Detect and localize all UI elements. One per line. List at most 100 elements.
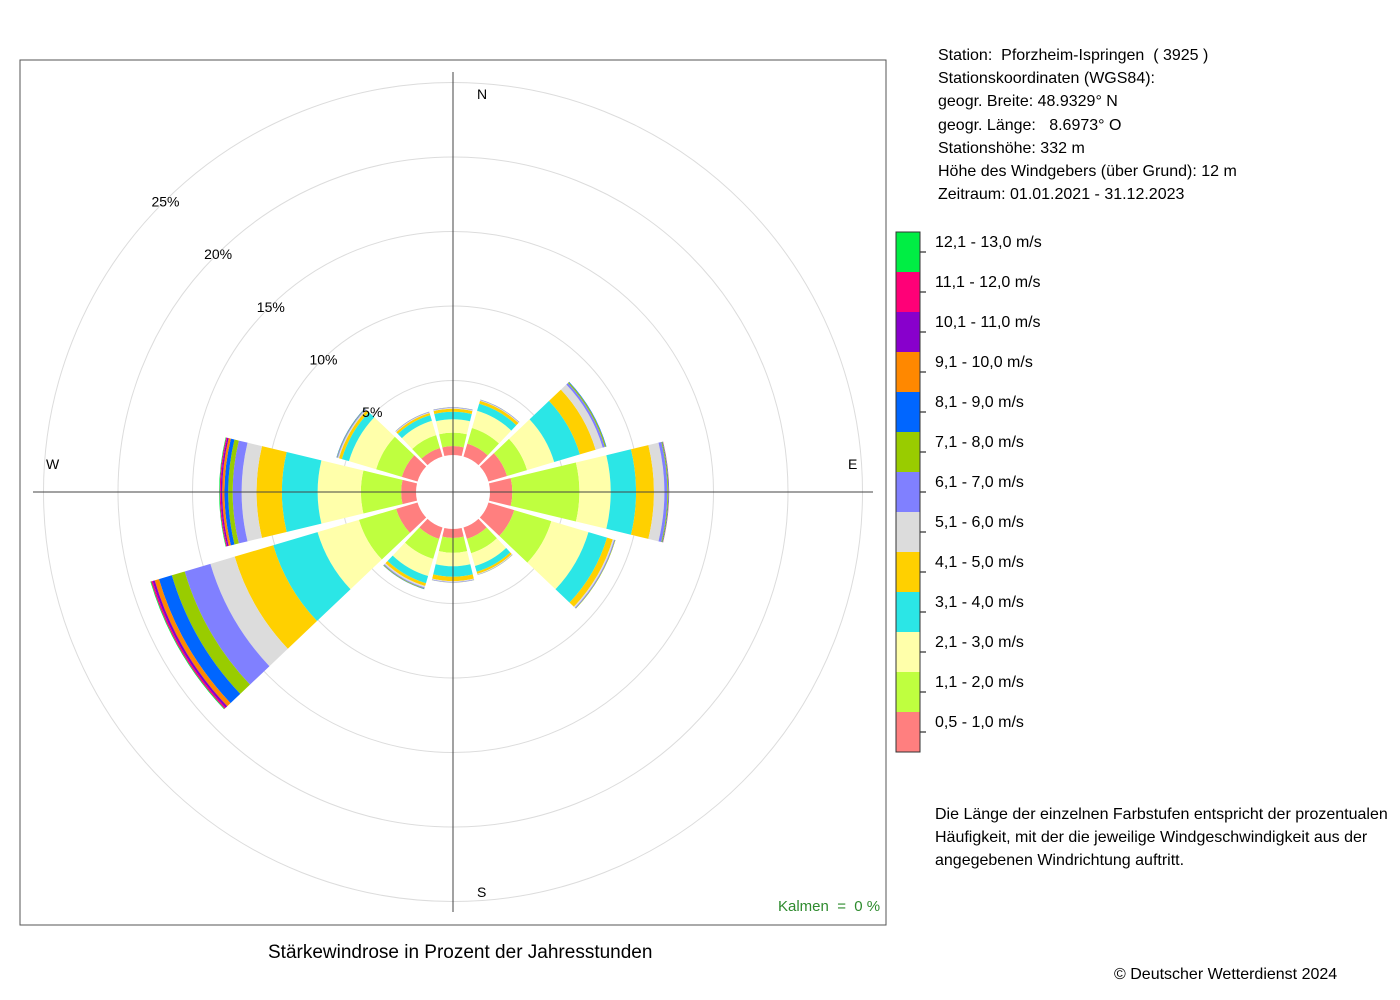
- sector-240-band-2: [317, 519, 382, 590]
- sector-180-band-6: [431, 579, 475, 583]
- ring-label-10: 10%: [309, 351, 337, 367]
- sector-120-band-3: [555, 532, 608, 603]
- explanation-text: Die Länge der einzelnen Farbstufen entsp…: [935, 806, 1388, 869]
- sector-60-band-3: [529, 400, 580, 463]
- compass-label-S: S: [477, 884, 486, 900]
- legend-swatch-0: [896, 712, 920, 752]
- sector-330-band-2: [401, 420, 437, 449]
- sector-240-band-8: [158, 575, 241, 704]
- chart-title: Stärkewindrose in Prozent der Jahresstun…: [268, 942, 653, 963]
- sector-270-band-8: [224, 438, 235, 546]
- legend-swatch-11: [896, 272, 920, 312]
- sector-150-band-2: [471, 538, 507, 567]
- sector-210-band-5: [384, 563, 426, 588]
- sector-60-band-2: [509, 419, 555, 471]
- sector-240-band-6: [184, 563, 270, 685]
- legend-label-0: 0,5 - 1,0 m/s: [935, 714, 1024, 731]
- sector-30-band-0: [463, 443, 488, 466]
- legend-label-6: 6,1 - 7,0 m/s: [935, 474, 1024, 491]
- sector-90-band-7: [661, 441, 669, 543]
- sector-120-band-0: [479, 502, 515, 536]
- sector-90-band-10: [662, 441, 670, 543]
- sector-0-band-7: [433, 407, 473, 410]
- sector-240: [150, 502, 427, 710]
- calm-label: Kalmen = 0 %: [778, 898, 881, 915]
- sector-270-band-11: [219, 437, 228, 547]
- sector-30: [463, 399, 520, 466]
- station-latitude: geogr. Breite: 48.9329° N: [938, 93, 1118, 111]
- legend-swatch-6: [896, 472, 920, 512]
- ring-label-15: 15%: [257, 299, 285, 315]
- time-period: Zeitraum: 01.01.2021 - 31.12.2023: [938, 186, 1185, 204]
- legend-swatch-10: [896, 312, 920, 352]
- station-coordinates-heading: Stationskoordinaten (WGS84):: [938, 70, 1155, 88]
- sector-210-band-2: [392, 542, 434, 577]
- sector-90-band-9: [662, 441, 669, 543]
- legend-swatch-7: [896, 432, 920, 472]
- sector-210-band-4: [385, 560, 426, 587]
- sector-240-band-7: [171, 571, 250, 694]
- plot-area: 5% 10% 15% 20% 25% N E S W: [33, 72, 873, 912]
- sector-210-band-1: [404, 527, 440, 559]
- sector-270-band-7: [228, 439, 239, 545]
- sector-180-band-7: [431, 579, 475, 583]
- sector-120-band-4: [569, 537, 613, 607]
- legend-swatch-3: [896, 592, 920, 632]
- sector-300: [336, 408, 427, 482]
- station-longitude: geogr. Länge: 8.6973° O: [938, 116, 1122, 134]
- sector-180-band-5: [431, 578, 475, 583]
- sector-30-band-1: [467, 427, 499, 456]
- legend-colorbar: [895, 231, 926, 753]
- sector-120: [479, 502, 616, 609]
- compass-label-N: N: [477, 86, 487, 102]
- sector-240-band-9: [154, 579, 231, 707]
- sector-330: [395, 411, 443, 466]
- sector-330-band-4: [396, 412, 431, 434]
- sector-300-band-1: [376, 436, 415, 477]
- station-altitude: Stationshöhe: 332 m: [938, 139, 1085, 157]
- sector-150-band-3: [474, 548, 511, 572]
- legend-label-10: 10,1 - 11,0 m/s: [935, 314, 1041, 331]
- sector-240-band-5: [210, 556, 288, 667]
- sector-330-band-0: [421, 447, 443, 466]
- legend-swatch-9: [896, 352, 920, 392]
- ring-label-25: 25%: [151, 193, 179, 209]
- sector-300-band-3: [341, 412, 375, 462]
- sector-30-band-4: [479, 400, 519, 426]
- ring-label-20: 20%: [204, 246, 232, 262]
- ring-label-5: 5%: [362, 404, 382, 420]
- sector-60-band-4: [549, 389, 596, 455]
- sector-270-band-9: [222, 438, 231, 546]
- sector-210: [383, 518, 443, 590]
- sector-60: [479, 381, 607, 482]
- sector-240-band-1: [358, 508, 410, 560]
- sector-300-band-2: [348, 417, 395, 470]
- plot-frame: [19, 59, 887, 926]
- legend-swatch-12: [896, 232, 920, 272]
- sector-210-band-3: [387, 555, 429, 584]
- sector-30-band-3: [477, 403, 517, 431]
- legend-label-9: 9,1 - 10,0 m/s: [935, 354, 1033, 371]
- legend-border: [895, 231, 921, 753]
- legend-label-7: 7,1 - 8,0 m/s: [935, 434, 1024, 451]
- legend-label-12: 12,1 - 13,0 m/s: [935, 234, 1042, 251]
- sector-90-band-8: [662, 441, 669, 543]
- sector-300-band-0: [401, 455, 427, 482]
- legend-label-1: 1,1 - 2,0 m/s: [935, 674, 1024, 691]
- copyright: © Deutscher Wetterdienst 2024: [1114, 966, 1338, 983]
- legend-label-3: 3,1 - 4,0 m/s: [935, 594, 1024, 611]
- compass-label-W: W: [46, 456, 60, 472]
- sector-330-band-1: [412, 435, 440, 459]
- sector-240-band-0: [396, 502, 427, 533]
- sector-60-band-6: [566, 382, 605, 448]
- legend-swatch-5: [896, 512, 920, 552]
- sector-150: [463, 518, 513, 576]
- sector-0-band-6: [433, 407, 473, 411]
- legend-label-8: 8,1 - 9,0 m/s: [935, 394, 1024, 411]
- legend-swatch-2: [896, 632, 920, 672]
- legend-label-2: 2,1 - 3,0 m/s: [935, 634, 1024, 651]
- sector-270-band-12: [219, 437, 227, 547]
- sector-90-band-6: [658, 441, 668, 543]
- compass-label-E: E: [848, 456, 857, 472]
